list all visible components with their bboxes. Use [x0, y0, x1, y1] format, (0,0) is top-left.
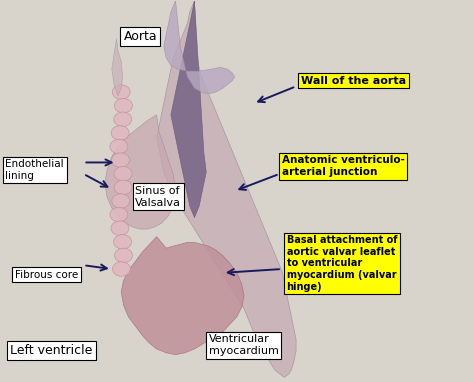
- Text: Sinus of
Valsalva: Sinus of Valsalva: [136, 186, 182, 207]
- Text: Aorta: Aorta: [124, 30, 157, 43]
- Polygon shape: [112, 39, 123, 96]
- Ellipse shape: [115, 248, 132, 263]
- Polygon shape: [171, 1, 206, 218]
- Polygon shape: [105, 115, 175, 229]
- Ellipse shape: [112, 85, 130, 99]
- Ellipse shape: [114, 235, 132, 249]
- Polygon shape: [164, 1, 235, 94]
- Ellipse shape: [112, 262, 130, 276]
- Ellipse shape: [110, 207, 128, 222]
- Text: Left ventricle: Left ventricle: [10, 344, 92, 357]
- Ellipse shape: [114, 180, 132, 194]
- Polygon shape: [156, 1, 296, 377]
- Ellipse shape: [111, 126, 129, 140]
- Ellipse shape: [114, 99, 132, 113]
- Text: Anatomic ventriculo-
arterial junction: Anatomic ventriculo- arterial junction: [282, 155, 405, 177]
- Ellipse shape: [114, 167, 132, 181]
- Ellipse shape: [112, 194, 130, 208]
- Ellipse shape: [114, 112, 132, 126]
- Polygon shape: [121, 237, 244, 354]
- Ellipse shape: [110, 139, 128, 154]
- Text: Ventricular
myocardium: Ventricular myocardium: [209, 334, 279, 356]
- Text: Endothelial
lining: Endothelial lining: [5, 159, 64, 181]
- Ellipse shape: [111, 153, 129, 167]
- Text: Wall of the aorta: Wall of the aorta: [301, 76, 406, 86]
- Text: Fibrous core: Fibrous core: [15, 270, 78, 280]
- Ellipse shape: [111, 221, 129, 235]
- Text: Basal attachment of
aortic valvar leaflet
to ventricular
myocardium (valvar
hing: Basal attachment of aortic valvar leafle…: [287, 235, 397, 291]
